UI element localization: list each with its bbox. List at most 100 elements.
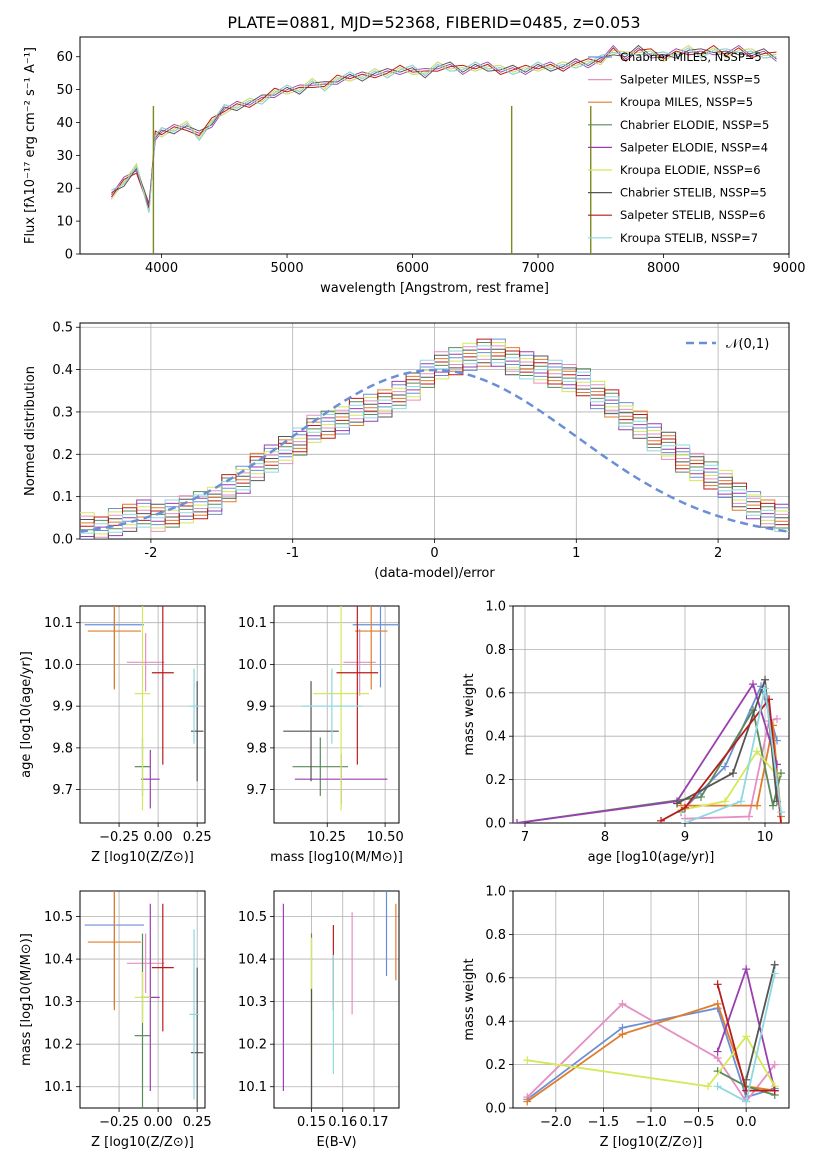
y-tick-label: 10.1 — [238, 616, 267, 631]
y-axis-label: Flux [fλ10⁻¹⁷ erg cm⁻² s⁻¹ A⁻¹] — [23, 47, 38, 244]
x-axis-label: E(B-V) — [316, 1135, 356, 1150]
x-tick-label: -2 — [144, 546, 157, 561]
y-tick-label: 0.4 — [485, 1015, 506, 1030]
weight-series-7 — [745, 964, 776, 1081]
y-tick-label: 1.0 — [485, 885, 506, 900]
weight-marker — [742, 1032, 751, 1041]
y-tick-label: 10.4 — [44, 953, 73, 968]
spectrum-series-8 — [111, 44, 777, 209]
y-tick-label: 0.2 — [52, 448, 73, 463]
y-tick-label: 0.3 — [52, 405, 73, 420]
weight-series-2 — [684, 717, 778, 820]
legend-entry: Chabrier ELODIE, NSSP=5 — [620, 118, 769, 132]
spectrum-lines — [111, 44, 777, 254]
weight-marker — [769, 801, 777, 810]
y-axis-label: mass weight — [462, 958, 477, 1040]
y-tick-label: 0.0 — [52, 533, 73, 548]
weight-marker — [761, 675, 769, 684]
y-tick-label: 10.5 — [44, 910, 73, 925]
axes-frame — [79, 36, 790, 255]
x-tick-label: −0.25 — [99, 1115, 139, 1130]
x-tick-label: 8000 — [647, 261, 680, 276]
weight-marker — [742, 1097, 751, 1106]
weight-marker — [681, 803, 689, 812]
y-tick-label: 1.0 — [485, 600, 506, 615]
weight-marker — [697, 792, 705, 801]
legend-entry: Chabrier MILES, NSSP=5 — [620, 50, 762, 64]
y-tick-label: 50 — [56, 83, 73, 98]
x-tick-label: 0.25 — [183, 1115, 212, 1130]
x-axis-label: Z [log10(Z/Z⊙)] — [91, 850, 194, 865]
weight-marker — [742, 965, 751, 974]
y-tick-label: 0.4 — [52, 363, 73, 378]
axes-frame — [79, 322, 790, 540]
x-tick-label: −2.0 — [540, 1115, 572, 1130]
y-tick-label: 0.2 — [485, 773, 506, 788]
x-axis-label: Z [log10(Z/Z⊙)] — [600, 1135, 703, 1150]
y-axis-label: mass [log10(M/M⊙)] — [19, 933, 34, 1066]
x-tick-label: 0.16 — [328, 1115, 357, 1130]
legend-entry: Chabrier STELIB, NSSP=5 — [620, 186, 767, 200]
y-tick-label: 0.6 — [485, 686, 506, 701]
weight-series-6 — [680, 749, 778, 811]
weight-marker — [704, 1082, 713, 1091]
histogram-steps — [80, 338, 789, 539]
weight-marker — [737, 797, 745, 806]
x-tick-label: -1 — [286, 546, 299, 561]
y-tick-label: 9.9 — [52, 700, 73, 715]
weight-marker — [618, 999, 627, 1008]
x-tick-label: 2 — [714, 546, 722, 561]
x-tick-label: 1 — [572, 546, 580, 561]
histogram-series-9 — [80, 345, 789, 534]
legend-entry: Salpeter ELODIE, NSSP=4 — [620, 140, 768, 154]
x-axis-label: (data-model)/error — [374, 566, 495, 581]
weight-marker — [770, 1060, 779, 1069]
weight-marker — [770, 960, 779, 969]
weight-series-9 — [684, 688, 782, 823]
y-tick-label: 0.2 — [485, 1058, 506, 1073]
x-tick-label: 10.50 — [367, 830, 404, 845]
y-tick-label: 10.3 — [238, 995, 267, 1010]
mass-vs-ebv-panel: 0.15 0.16 0.17 10.1 10.2 10.3 10.4 10.5 E(B-V) — [238, 890, 400, 1150]
x-tick-label: −0.25 — [99, 830, 139, 845]
y-axis-label: mass weight — [462, 673, 477, 755]
y-tick-label: 20 — [56, 182, 73, 197]
y-tick-label: 60 — [56, 50, 73, 65]
x-axis-label: wavelength [Angstrom, rest frame] — [320, 281, 549, 296]
page-title: PLATE=0881, MJD=52368, FIBERID=0485, z=0… — [227, 13, 640, 32]
spectrum-series-7 — [111, 44, 777, 204]
legend-entry: Salpeter STELIB, NSSP=6 — [620, 208, 766, 222]
weight-marker — [673, 799, 681, 808]
weight-marker — [773, 714, 781, 723]
legend-entry: 𝒩(0,1) — [726, 337, 769, 352]
axes-frame — [273, 890, 400, 1109]
x-tick-label: −1.0 — [635, 1115, 667, 1130]
x-tick-label: 7000 — [521, 261, 554, 276]
error-bars — [282, 891, 397, 1108]
y-tick-label: 9.9 — [246, 700, 267, 715]
weight-series-5 — [516, 681, 778, 823]
weight-lines — [523, 960, 779, 1106]
y-tick-label: 10.3 — [44, 995, 73, 1010]
y-tick-label: 0 — [65, 248, 73, 263]
y-tick-label: 10.1 — [44, 616, 73, 631]
y-axis-label: age [log10(age/yr)] — [19, 651, 34, 778]
x-tick-label: 9 — [681, 830, 689, 845]
y-tick-label: 10.1 — [44, 1080, 73, 1095]
weight-marker — [713, 980, 722, 989]
weight-marker — [713, 999, 722, 1008]
x-tick-label: 0.25 — [183, 830, 212, 845]
x-tick-label: 0.00 — [144, 830, 173, 845]
y-tick-label: 9.8 — [52, 741, 73, 756]
x-tick-label: −1.5 — [588, 1115, 620, 1130]
weight-lines — [513, 675, 785, 823]
legend-entry: Salpeter MILES, NSSP=5 — [620, 73, 761, 87]
x-axis-label: Z [log10(Z/Z⊙)] — [91, 1135, 194, 1150]
weight-marker — [753, 801, 761, 810]
y-tick-label: 10.2 — [238, 1038, 267, 1053]
x-tick-label: 5000 — [271, 261, 304, 276]
mass-vs-metallicity-panel: −0.25 0.00 0.25 10.1 10.2 10.3 10.4 10.5 Z [log1… — [19, 890, 212, 1150]
y-tick-label: 10.4 — [238, 953, 267, 968]
x-tick-label: 0.00 — [144, 1115, 173, 1130]
